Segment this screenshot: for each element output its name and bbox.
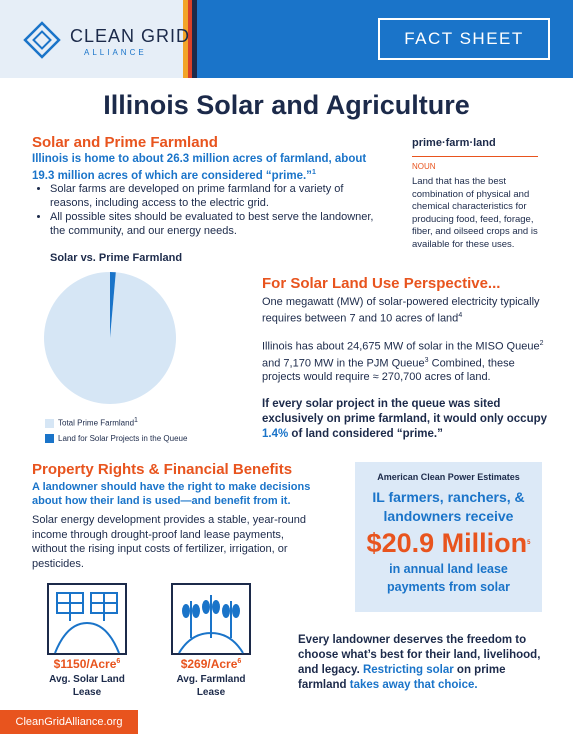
pie-slice [110,272,116,338]
price: $269/Acre6 [161,657,261,671]
text: of land considered “prime.” [288,428,443,440]
badge: FACT SHEET [378,18,550,60]
pie-chart [43,272,177,404]
highlight: Restricting solar [362,664,454,676]
legend-swatch [45,419,54,429]
footnote: 3 [424,356,429,364]
pie-slice [43,272,177,404]
logo-icon [23,21,61,59]
price: $1150/Acre6 [37,657,137,671]
bullet: Solar farms are developed on prime farml… [50,182,380,210]
text: Combined, these projects would require ≈… [262,357,515,384]
callout-text: in annual land lease payments from solar [387,562,510,594]
section-heading: Property Rights & Financial Benefits [32,461,293,478]
legend-item: Land for Solar Projects in the Queue [45,431,187,446]
definition-pos: NOUN [412,162,436,171]
solar-icon [47,583,127,655]
bullet: All possible sites should be evaluated t… [50,210,380,238]
text: and 7,170 MW in the PJM Queue [262,357,425,370]
footnote: 6 [237,658,242,665]
closing: Every landowner deserves the freedom to … [298,633,548,693]
crop-icon [171,583,251,655]
stripe [183,0,188,78]
price-label: Avg. Solar Land Lease [49,674,125,698]
section-heading: Solar and Prime Farmland [32,134,218,151]
price-value: $269/Acre [180,657,238,671]
lead-text: Illinois is home to about 26.3 million a… [32,153,367,182]
text: Illinois has about 24,675 MW of solar in… [262,340,540,353]
paragraph: One megawatt (MW) of solar-powered elect… [262,295,552,326]
legend-label: Land for Solar Projects in the Queue [58,433,188,443]
footnote: 4 [458,312,463,319]
price-value: $1150/Acre [53,657,117,671]
text: One megawatt (MW) of solar-powered elect… [262,296,540,325]
legend: Total Prime Farmland1 Land for Solar Pro… [45,413,187,446]
lead: Illinois is home to about 26.3 million a… [32,152,377,183]
bullets: Solar farms are developed on prime farml… [34,182,380,238]
legend-swatch [45,434,54,444]
price-label: Avg. Farmland Lease [176,674,246,698]
definition-text: Land that has the best combination of ph… [412,176,538,250]
logo-text: CLEAN GRID [70,26,191,46]
definition-term: prime·farm·land [412,137,496,149]
stripe [192,0,197,78]
footnote: 6 [116,658,121,665]
callout: American Clean Power Estimates IL farmer… [355,462,542,612]
highlight: takes away that choice. [349,679,478,691]
text: If every solar project in the queue was … [262,398,548,425]
footnote: 5 [527,540,531,546]
section-heading: For Solar Land Use Perspective... [262,275,501,292]
paragraph: Illinois has about 24,675 MW of solar in… [262,337,552,384]
paragraph: Solar energy development provides a stab… [32,514,306,570]
callout-source: American Clean Power Estimates [377,472,520,482]
callout-amount: $20.9 Million5 [355,526,542,560]
divider [412,156,538,157]
legend-label: Total Prime Farmland [58,418,135,428]
stripe [188,0,192,78]
paragraph: If every solar project in the queue was … [262,397,554,442]
title: Illinois Solar and Agriculture [103,90,470,120]
footnote: 1 [311,169,316,176]
logo-subtext: ALLIANCE [84,48,147,57]
footer-link[interactable]: CleanGridAlliance.org [0,710,138,734]
callout-text: IL farmers, ranchers, & landowners recei… [372,489,525,524]
footnote: 2 [539,340,544,347]
legend-item: Total Prime Farmland1 [45,413,187,431]
lead: A landowner should have the right to mak… [32,481,311,507]
chart-title: Solar vs. Prime Farmland [50,252,183,264]
text: on prime farmland [298,664,506,691]
highlight: 1.4% [262,428,289,440]
text: Every landowner deserves the freedom to … [298,634,541,676]
header-right [197,0,573,78]
footnote: 1 [134,417,138,424]
amount: $20.9 Million [366,528,528,558]
header-left [0,0,183,78]
